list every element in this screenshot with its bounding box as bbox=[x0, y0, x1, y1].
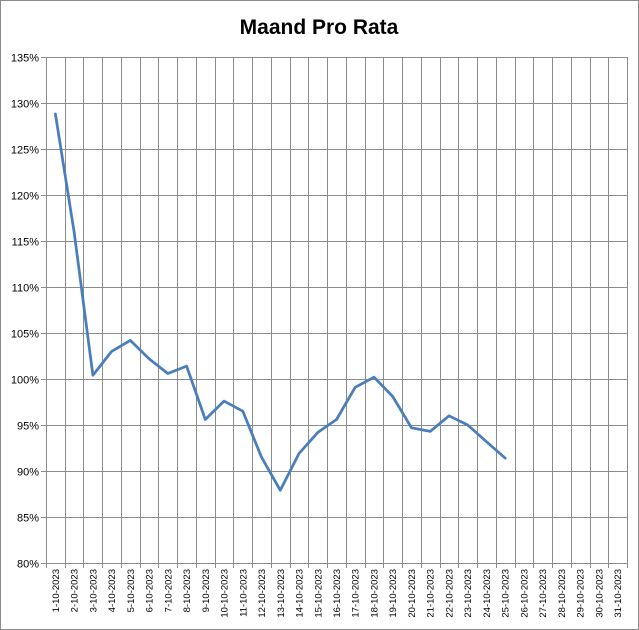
x-tick-label: 14-10-2023 bbox=[295, 569, 306, 618]
x-tick-label: 29-10-2023 bbox=[576, 569, 587, 618]
y-axis-tick-labels: 80% 85% 90% 95% 100% 105% 110% 115% 120% 125% 130%… bbox=[11, 53, 39, 571]
chart-title: Maand Pro Rata bbox=[240, 16, 399, 39]
y-tick-label: 135% bbox=[11, 53, 39, 65]
x-tick-label: 17-10-2023 bbox=[351, 569, 362, 618]
x-tick-label: 7-10-2023 bbox=[163, 569, 174, 612]
plot-area-border bbox=[46, 57, 628, 564]
x-tick-label: 24-10-2023 bbox=[482, 569, 493, 618]
x-tick-label: 9-10-2023 bbox=[201, 569, 212, 612]
x-tick-label: 31-10-2023 bbox=[613, 569, 624, 618]
series bbox=[54, 112, 507, 492]
x-tick-label: 18-10-2023 bbox=[369, 569, 380, 618]
x-tick-label: 3-10-2023 bbox=[88, 569, 99, 612]
x-tick-label: 10-10-2023 bbox=[220, 569, 231, 618]
x-tick-label: 27-10-2023 bbox=[538, 569, 549, 618]
x-tick-label: 12-10-2023 bbox=[257, 569, 268, 618]
x-tick-label: 6-10-2023 bbox=[145, 569, 156, 612]
y-tick-label: 115% bbox=[12, 237, 40, 249]
x-tick-label: 2-10-2023 bbox=[70, 569, 81, 612]
x-tick-label: 19-10-2023 bbox=[388, 569, 399, 618]
y-tick-label: 85% bbox=[17, 513, 39, 525]
x-tick-label: 20-10-2023 bbox=[407, 569, 418, 618]
x-tick-label: 22-10-2023 bbox=[444, 569, 455, 618]
gridlines bbox=[46, 57, 628, 564]
x-tick-label: 4-10-2023 bbox=[107, 569, 118, 612]
x-tick-label: 13-10-2023 bbox=[276, 569, 287, 618]
x-tick-label: 16-10-2023 bbox=[332, 569, 343, 618]
x-tick-label: 26-10-2023 bbox=[519, 569, 530, 618]
x-axis-tick-labels: 1-10-2023 2-10-2023 3-10-2023 4-10-2023 5-10… bbox=[51, 569, 624, 618]
x-tick-label: 21-10-2023 bbox=[426, 569, 437, 618]
x-tick-label: 28-10-2023 bbox=[557, 569, 568, 618]
x-tick-label: 30-10-2023 bbox=[594, 569, 605, 618]
y-tick-label: 100% bbox=[11, 375, 39, 387]
series-line bbox=[54, 112, 507, 492]
y-tick-label: 130% bbox=[11, 99, 39, 111]
x-tick-label: 15-10-2023 bbox=[313, 569, 324, 618]
x-tick-label: 1-10-2023 bbox=[51, 569, 62, 612]
y-tick-label: 90% bbox=[17, 467, 39, 479]
x-tick-label: 8-10-2023 bbox=[182, 569, 193, 612]
x-tick-label: 11-10-2023 bbox=[238, 569, 249, 617]
x-tick-label: 23-10-2023 bbox=[463, 569, 474, 618]
axes bbox=[41, 57, 628, 568]
y-tick-label: 95% bbox=[17, 421, 39, 433]
x-tick-label: 25-10-2023 bbox=[501, 569, 512, 618]
y-tick-label: 80% bbox=[17, 559, 39, 571]
y-tick-label: 120% bbox=[11, 191, 39, 203]
y-tick-label: 110% bbox=[12, 283, 40, 295]
y-tick-label: 105% bbox=[11, 329, 39, 341]
x-tick-label: 5-10-2023 bbox=[126, 569, 137, 612]
y-tick-label: 125% bbox=[11, 145, 39, 157]
